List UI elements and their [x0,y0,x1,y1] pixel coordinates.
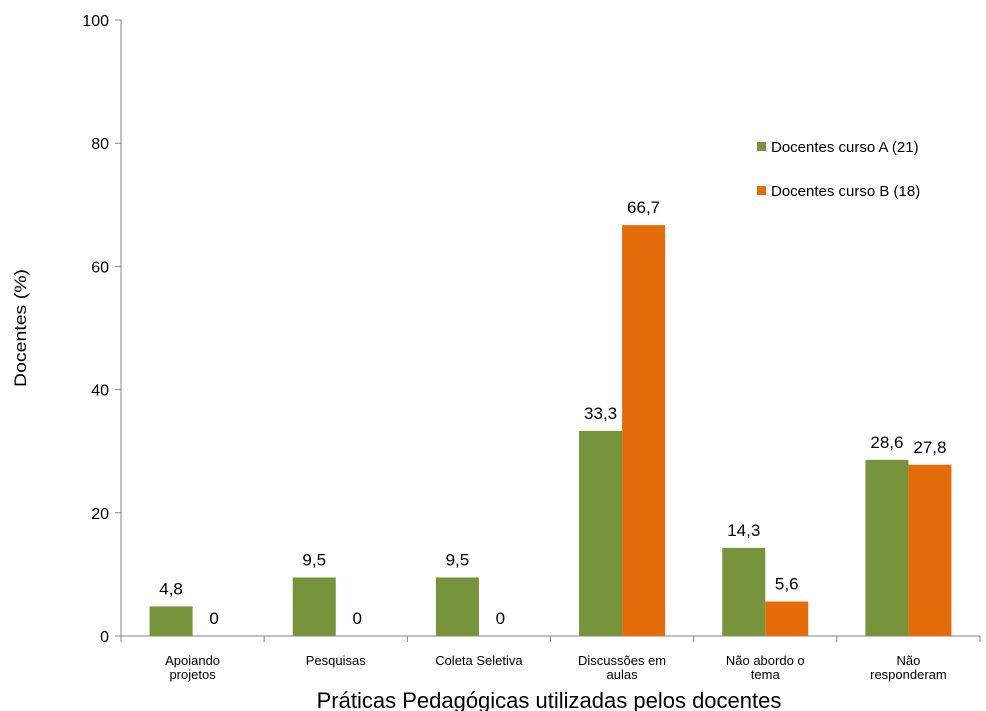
bar [765,601,809,636]
legend-label: Docentes curso B (18) [771,183,920,200]
legend: Docentes curso A (21) Docentes curso B (1… [757,139,920,200]
data-label: 27,8 [913,438,946,457]
data-label: 9,5 [446,550,470,569]
y-axis-label: Docentes (%) [11,269,30,387]
legend-swatch [757,186,766,195]
data-label: 0 [209,609,218,628]
data-label: 33,3 [584,404,617,423]
data-label: 66,7 [627,198,660,217]
data-label: 9,5 [302,550,326,569]
y-tick-label: 60 [91,259,109,276]
legend-swatch [757,142,766,151]
bar [292,577,336,636]
data-label: 28,6 [870,433,903,452]
x-tick-label: Não responderam [870,653,947,682]
bar [622,225,666,637]
data-label: 0 [496,609,505,628]
data-label: 5,6 [775,575,799,594]
x-tick-label-line: Coleta Seletiva [435,653,523,668]
x-tick-label-line: tema [751,667,781,682]
x-tick-label-line: aulas [607,667,639,682]
axes: 0 20 40 60 80 100 Docentes (%) Práticas Pedagóg… [11,13,981,711]
data-label: 0 [353,609,362,628]
x-tick-label-line: responderam [870,667,947,682]
bar [722,547,766,636]
x-tick-label: Coleta Seletiva [435,653,523,668]
x-tick-label-line: Não abordo o [726,653,805,668]
y-tick-label: 0 [100,629,109,646]
x-tick-label-line: Discussões em [578,653,666,668]
x-tick-label-line: Não [896,653,920,668]
y-tick-label: 100 [82,13,109,30]
x-tick-label: Pesquisas [306,653,366,668]
x-tick-label: Discussões em aulas [578,653,666,682]
y-tick-label: 40 [91,383,109,400]
legend-label: Docentes curso A (21) [771,139,919,156]
y-tick-label: 20 [91,506,109,523]
y-tick-label: 80 [91,136,109,153]
bar [908,464,952,636]
x-tick-label-line: Pesquisas [306,653,366,668]
x-tick-label-line: Apoiando [165,653,220,668]
bar [149,606,193,636]
bar [435,577,479,636]
x-axis-label: Práticas Pedagógicas utilizadas pelos do… [317,688,782,711]
x-tick-label: Não abordo o tema [726,653,805,682]
data-label: 4,8 [159,579,183,598]
x-tick-label-line: projetos [169,667,216,682]
x-tick-label: Apoiando projetos [165,653,220,682]
bars: 4,8 9,5 9,5 33,3 14,3 28,6 0 0 0 66,7 5,6 27,8 [149,198,952,637]
bar [865,459,909,636]
data-label: 14,3 [727,521,760,540]
bar [579,430,623,636]
